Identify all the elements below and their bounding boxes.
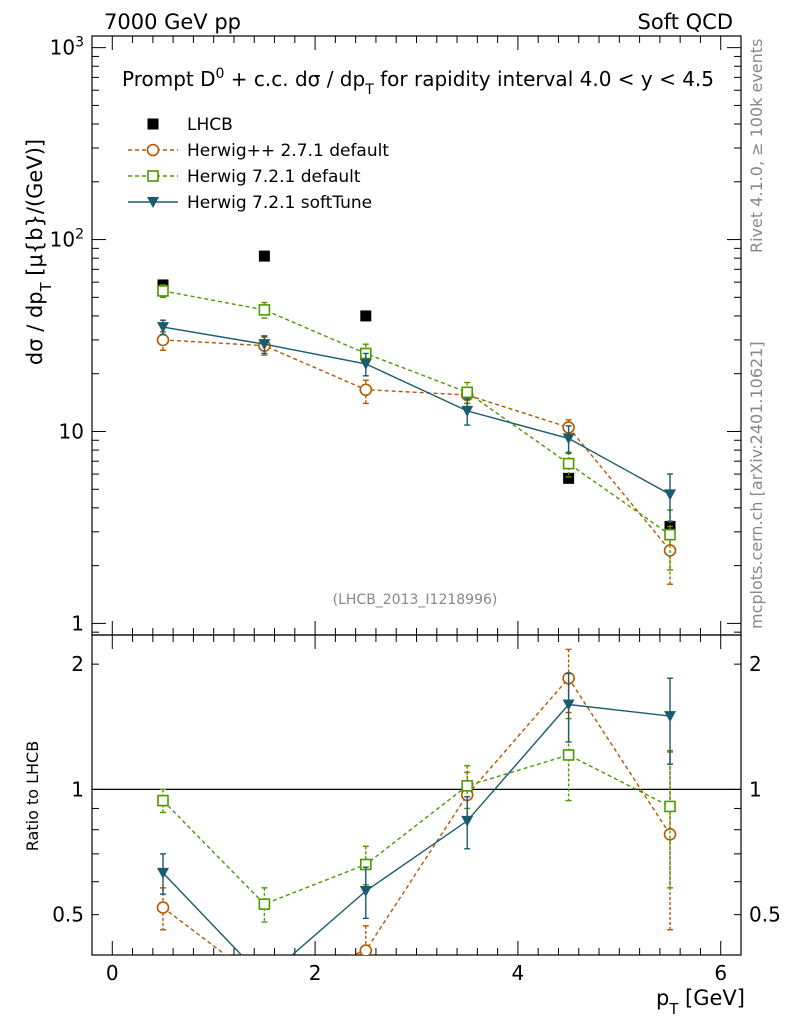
y-axis-label-group: dσ / dpT [μ{b}/(GeV)] [23, 139, 55, 365]
y-axis-label: dσ / dpT [μ{b}/(GeV)] [23, 139, 55, 365]
series-data [157, 250, 676, 533]
y-tick-label-left: 2 [71, 652, 84, 676]
legend-item: Herwig++ 2.7.1 default [128, 141, 389, 161]
data-point [461, 780, 474, 792]
legend-label: LHCB [187, 115, 233, 135]
legend-item: LHCB [147, 115, 233, 135]
plot-frame [91, 634, 742, 956]
line-herwig721 [162, 754, 671, 905]
data-point [562, 749, 575, 761]
rivet-label: Rivet 4.1.0, ≥ 100k events [747, 39, 766, 253]
y-tick-label-left: 1 [71, 777, 84, 801]
chart-title: Prompt D0 + c.c. dσ / dpT for rapidity i… [122, 66, 714, 98]
ratio-y-label: Ratio to LHCB [23, 741, 42, 851]
data-point [562, 433, 575, 445]
legend: LHCB Herwig++ 2.7.1 default Herwig 7.2.1 d… [128, 115, 389, 213]
series-herwig721 [157, 284, 676, 571]
line-herwigpp [162, 339, 671, 551]
y-tick-label-left: 0.5 [52, 903, 84, 927]
legend-label: Herwig++ 2.7.1 default [187, 141, 389, 161]
data-point [258, 898, 271, 910]
data-point [258, 339, 271, 351]
data-point [258, 250, 270, 262]
legend-item: Herwig 7.2.1 default [128, 167, 361, 187]
data-point [664, 528, 676, 541]
data-point [156, 867, 169, 879]
legend-marker [147, 118, 159, 130]
line-softtune [162, 703, 671, 955]
header-right: Soft QCD [638, 10, 733, 34]
data-point [359, 383, 373, 397]
legend-label: Herwig 7.2.1 default [187, 167, 361, 187]
line-softtune [162, 326, 671, 496]
y-tick-label: 1 [71, 611, 84, 635]
ratio-panel: 0.5 0.5 1 1 2 2 Ratio to LHCB 0 2 4 6pT [GeV] [23, 634, 781, 1018]
y-tick-label: 102 [50, 227, 84, 252]
data-point [360, 310, 372, 322]
data-point [259, 979, 270, 990]
main-panel: 1 10 102 103 Prompt D0 + c.c. dσ / dpT for r… [23, 35, 742, 636]
series-herwigpp [156, 331, 677, 585]
header-left: 7000 GeV pp [104, 10, 241, 34]
data-point [461, 405, 474, 417]
data-point [562, 699, 575, 711]
data-point [563, 472, 575, 484]
mcplots-label: mcplots.cern.ch [arXiv:2401.10621] [747, 341, 766, 629]
data-point [359, 944, 373, 955]
data-point [156, 333, 170, 347]
data-point [156, 901, 170, 914]
data-point [461, 815, 474, 827]
x-axis-label: pT [GeV] [656, 986, 745, 1018]
line-herwigpp [162, 677, 671, 955]
data-point [664, 711, 677, 723]
data-point [157, 285, 169, 297]
series-softtune [156, 319, 677, 523]
x-tick-label: 4 [512, 961, 525, 985]
data-point [664, 800, 676, 813]
legend-marker [147, 170, 159, 182]
x-tick-label: 6 [714, 961, 727, 985]
data-point [359, 885, 372, 897]
data-point [663, 828, 677, 841]
y-tick-label: 10 [59, 419, 84, 443]
y-tick-label-right: 0.5 [749, 903, 781, 927]
data-point [461, 386, 474, 399]
legend-marker [147, 197, 159, 208]
legend-marker [146, 143, 160, 157]
y-tick-label-right: 2 [749, 652, 762, 676]
data-point [562, 457, 575, 470]
y-tick-label: 103 [50, 35, 84, 60]
data-point [258, 304, 271, 316]
analysis-tag: (LHCB_2013_I1218996) [333, 592, 498, 608]
x-tick-label: 0 [106, 961, 119, 985]
legend-label: Herwig 7.2.1 softTune [187, 193, 372, 213]
data-point [258, 974, 270, 985]
data-point [156, 322, 169, 334]
series-herwig721 [157, 717, 676, 923]
data-point [359, 358, 372, 370]
y-tick-label-right: 1 [749, 777, 762, 801]
data-point [664, 489, 677, 501]
data-point [157, 794, 169, 807]
x-tick-label: 2 [309, 961, 322, 985]
line-herwig721 [162, 290, 671, 536]
series-softtune [156, 672, 677, 985]
legend-item: Herwig 7.2.1 softTune [128, 193, 372, 213]
